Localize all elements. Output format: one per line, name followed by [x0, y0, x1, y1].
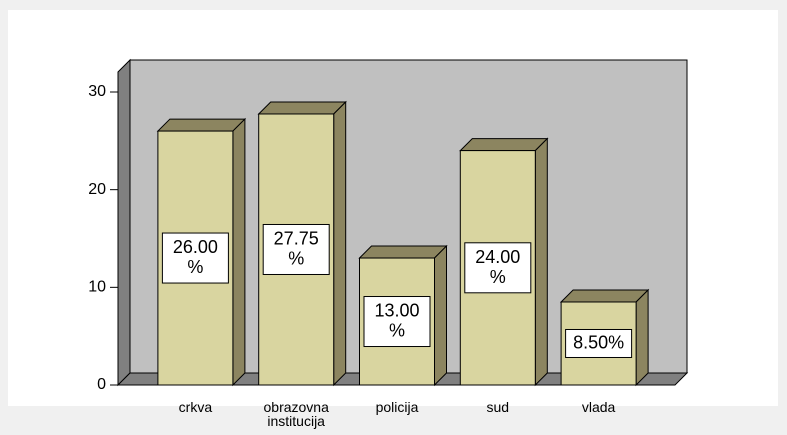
value-label-box [161, 232, 229, 284]
bar-top [156, 118, 247, 132]
x-tick-label: vlada [582, 399, 616, 415]
x-tick-label: sud [487, 399, 510, 415]
value-label: 27.75% [274, 228, 319, 268]
bar-side [635, 288, 649, 387]
bar-top [459, 138, 549, 152]
value-label-box [464, 242, 532, 294]
value-label-box [565, 328, 633, 358]
bar-side [434, 244, 447, 387]
bar-top [358, 245, 448, 259]
bar-side [333, 100, 347, 387]
y-tick-label: 30 [88, 83, 106, 100]
y-tick-label: 0 [97, 376, 106, 393]
x-tick-label: policija [376, 399, 419, 415]
bar-side [232, 117, 246, 387]
value-label: 26.00% [173, 237, 218, 277]
side-wall [117, 58, 131, 387]
bar-top [257, 101, 347, 115]
x-tick-label: obrazovna institucija [264, 399, 330, 429]
y-tick-label: 20 [88, 181, 106, 198]
bar-side [534, 137, 548, 387]
value-label-box [262, 223, 330, 275]
value-label: 8.50% [573, 332, 624, 352]
value-label: 24.00% [475, 247, 520, 287]
y-tick-label: 10 [88, 279, 106, 296]
bar-top [559, 289, 650, 303]
x-tick-label: crkva [179, 399, 213, 415]
value-label: 13.00% [374, 300, 419, 340]
value-label-box [363, 296, 431, 348]
